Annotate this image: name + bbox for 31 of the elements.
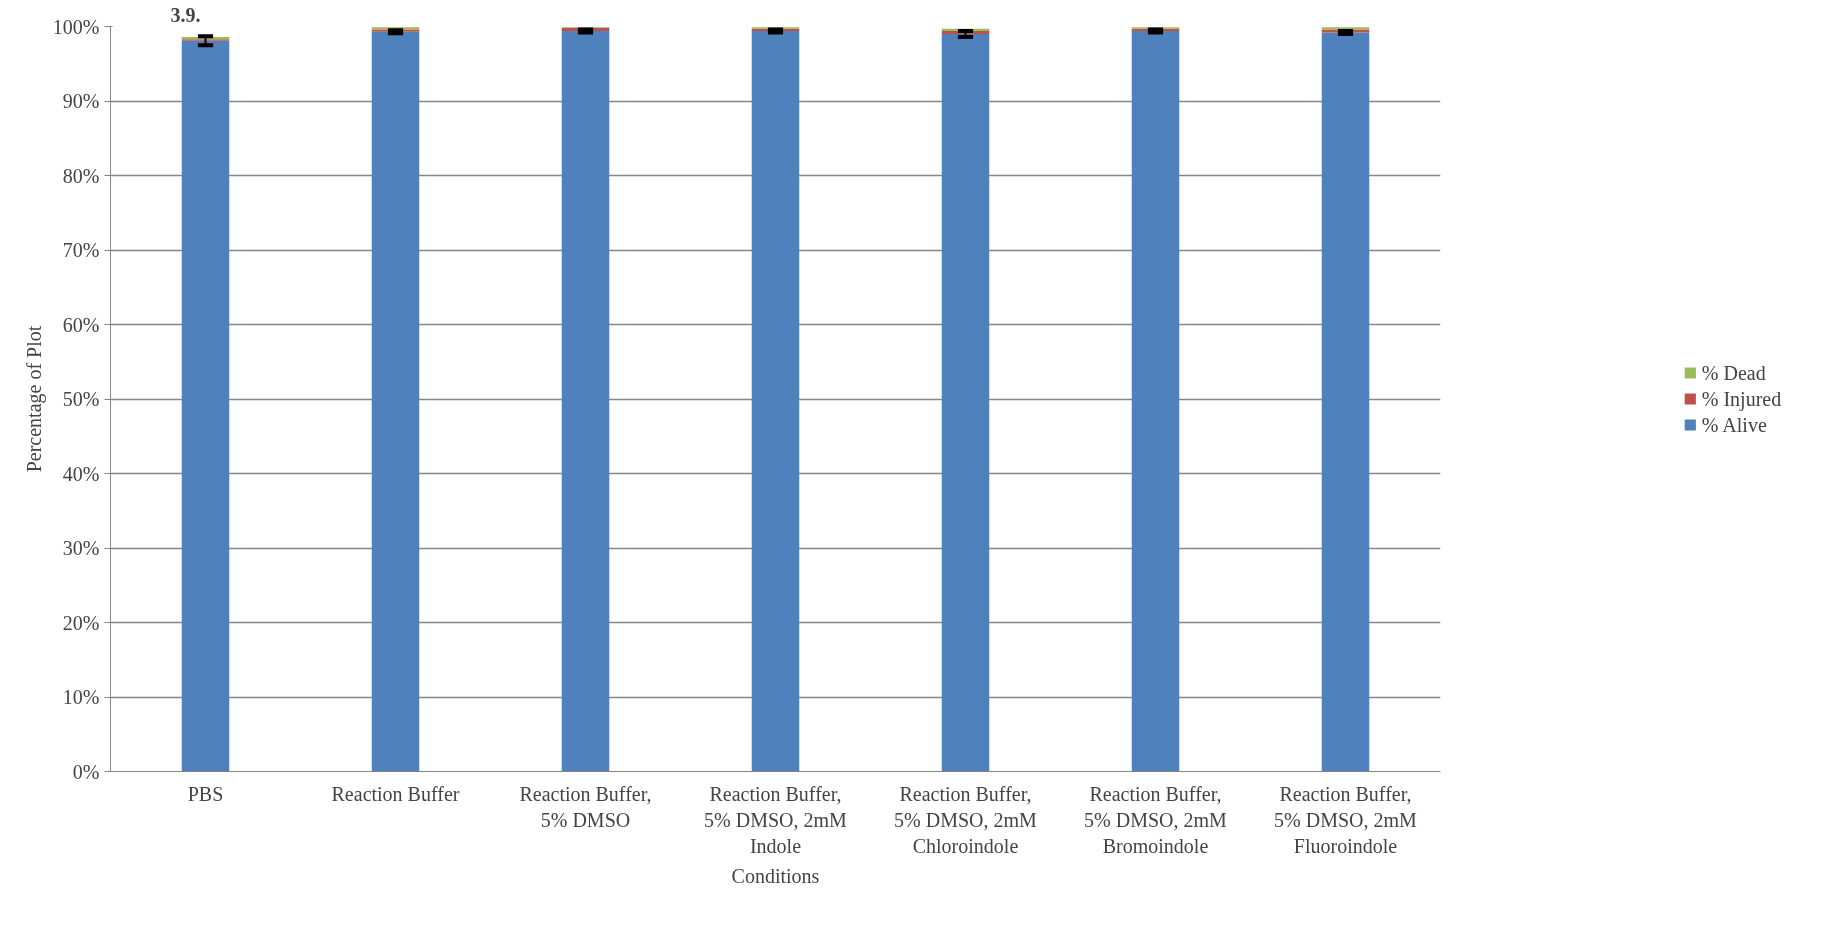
chart-title: 3.9. — [170, 3, 201, 26]
y-tick-label: 40% — [62, 462, 100, 485]
x-tick-label: Reaction Buffer, 5% DMSO, 2mM Indole — [704, 782, 848, 858]
y-tick-label: 100% — [52, 15, 100, 38]
x-tick-label: Reaction Buffer, 5% DMSO, 2mM Bromoindole — [1084, 782, 1228, 858]
y-tick-label: 10% — [62, 686, 100, 708]
bar — [561, 30, 610, 772]
y-tick-label: 30% — [62, 537, 100, 559]
y-tick-label: 90% — [62, 90, 100, 112]
x-tick-label: Reaction Buffer, 5% DMSO, 2mM Fluoroindole — [1274, 782, 1418, 858]
bar — [1321, 32, 1370, 772]
x-tick-label: Reaction Buffer, 5% DMSO, 2mM Chloroindole — [894, 782, 1038, 858]
x-tick-label: PBS — [187, 782, 224, 805]
legend-label: % Dead — [1701, 361, 1766, 384]
y-tick-label: 70% — [62, 239, 100, 261]
bar — [181, 40, 230, 772]
legend-label: % Injured — [1701, 387, 1782, 410]
y-tick-label: 80% — [62, 164, 100, 187]
x-tick-label: Reaction Buffer — [331, 782, 460, 805]
y-tick-label: 60% — [62, 313, 100, 336]
y-tick-label: 50% — [62, 388, 100, 410]
bar — [1131, 30, 1180, 772]
bar — [941, 33, 990, 772]
bar — [371, 31, 420, 772]
y-tick-label: 0% — [72, 760, 100, 783]
legend-label: % Alive — [1701, 413, 1767, 436]
bar — [751, 30, 800, 772]
x-axis-title: Conditions — [731, 865, 820, 888]
y-tick-label: 20% — [62, 611, 100, 634]
y-axis-title: Percentage of Plot — [22, 325, 46, 473]
x-tick-label: Reaction Buffer, 5% DMSO — [519, 782, 652, 831]
